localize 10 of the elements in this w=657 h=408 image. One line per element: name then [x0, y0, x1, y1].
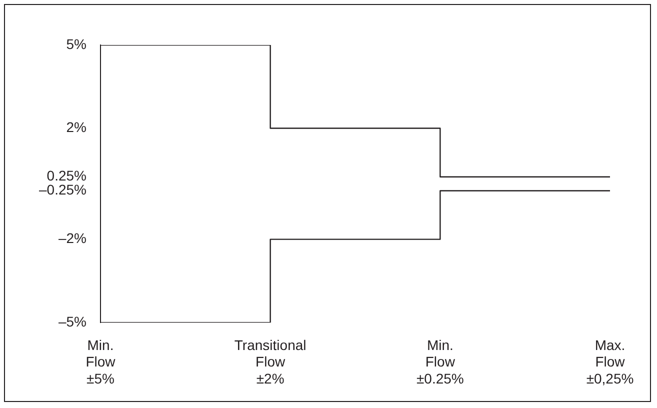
- y-tick-label: –2%: [58, 230, 86, 246]
- x-tick-label: Transitional Flow ±2%: [234, 336, 306, 386]
- x-tick-label: Max. Flow ±0,25%: [586, 336, 634, 386]
- y-tick-label: –5%: [58, 313, 86, 330]
- y-tick-label: 5%: [66, 36, 86, 52]
- y-tick-label: 0.25%: [46, 168, 86, 184]
- y-tick-label: –0.25%: [39, 182, 86, 198]
- x-tick-label: Min. Flow ±0.25%: [416, 336, 464, 386]
- x-tick-label: Min. Flow ±5%: [86, 336, 116, 386]
- y-tick-label: 2%: [66, 119, 86, 136]
